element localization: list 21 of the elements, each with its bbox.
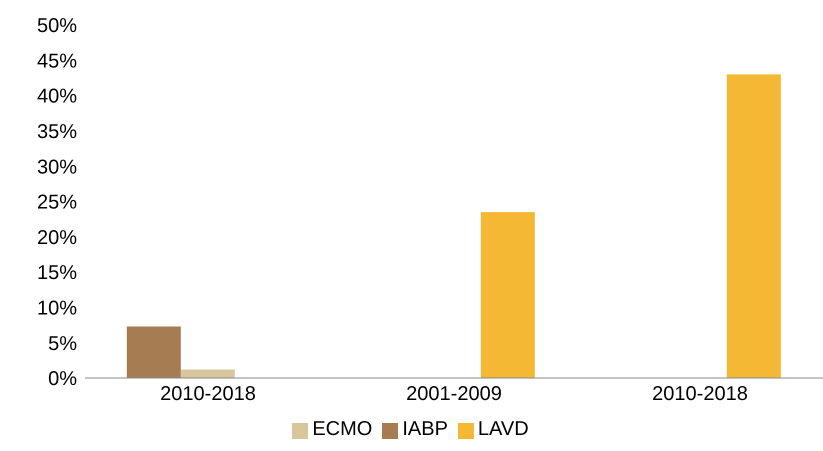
legend-label: IABP bbox=[402, 418, 448, 440]
bar bbox=[180, 370, 235, 378]
y-tick-label: 35% bbox=[36, 121, 78, 143]
x-tick-label: 2010-2018 bbox=[652, 383, 748, 406]
y-tick-label: 50% bbox=[36, 15, 78, 38]
y-tick-label: 20% bbox=[36, 226, 78, 249]
bar bbox=[480, 212, 535, 378]
y-tick-label: 0% bbox=[48, 368, 78, 390]
y-tick-label: 5% bbox=[48, 332, 78, 355]
bar bbox=[126, 326, 181, 378]
y-tick-label: 45% bbox=[36, 50, 78, 72]
legend-label: LAVD bbox=[478, 418, 529, 440]
y-tick-label: 10% bbox=[36, 298, 78, 320]
bar bbox=[726, 74, 781, 378]
x-tick-label: 2001-2009 bbox=[406, 383, 502, 406]
y-tick-label: 25% bbox=[36, 192, 78, 214]
legend-label: ECMO bbox=[312, 418, 372, 440]
y-tick-label: 30% bbox=[36, 156, 78, 178]
y-tick-label: 15% bbox=[36, 262, 78, 284]
x-tick-label: 2010-2018 bbox=[160, 383, 256, 406]
y-tick-label: 40% bbox=[36, 86, 78, 108]
